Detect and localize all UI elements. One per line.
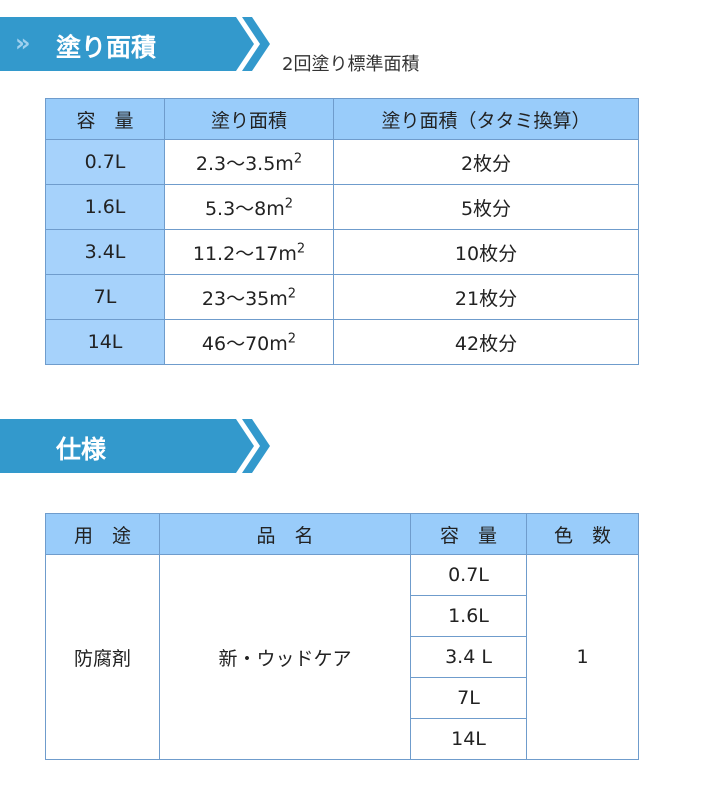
table-row: 3.4 L [46,636,639,678]
header-capacity: 容 量 [410,513,527,555]
header-area: 塗り面積 [164,98,334,140]
table-row: 3.4L 11.2～17m2 10枚分 [45,229,639,275]
capacity-cell: 3.4 L [410,636,527,678]
section-title: 塗り面積 [56,33,157,62]
table-row: 防腐剤 新・ウッドケア 0.7L 1 [45,554,639,760]
capacity-cell: 3.4L [45,229,165,275]
header-use: 用 途 [45,513,160,555]
header-colors: 色 数 [526,513,639,555]
spec-table: 用 途 品 名 容 量 色 数 防腐剤 新・ウッドケア 0.7L 1 1.6L … [45,513,639,760]
table-header-row: 容 量 塗り面積 塗り面積（タタミ換算） [45,98,639,140]
area-cell: 46～70m2 [164,319,334,365]
section-banner-spec: 仕様 [0,419,270,473]
tatami-cell: 2枚分 [333,139,639,185]
double-chevron-icon: » [15,29,31,57]
area-cell: 23～35m2 [164,274,334,320]
area-cell: 11.2～17m2 [164,229,334,275]
capacity-cell: 1.6L [410,595,527,637]
table-row: 14L 46～70m2 42枚分 [45,319,639,365]
coverage-table: 容 量 塗り面積 塗り面積（タタミ換算） 0.7L 2.3～3.5m2 2枚分 1.6… [45,98,639,365]
area-cell: 5.3～8m2 [164,184,334,230]
area-cell: 2.3～3.5m2 [164,139,334,185]
capacity-cell: 14L [410,718,527,760]
unit-superscript: 2 [284,196,294,212]
table-row: 14L [46,718,639,760]
table-row: 7L 23～35m2 21枚分 [45,274,639,320]
product-cell: 新・ウッドケア [159,554,411,760]
header-capacity: 容 量 [45,98,165,140]
colors-cell: 1 [526,554,639,760]
table-row: 0.7L 2.3～3.5m2 2枚分 [45,139,639,185]
area-value: 2.3～3.5m [195,152,294,175]
capacity-cell: 0.7L [45,139,165,185]
header-product: 品 名 [159,513,411,555]
tatami-cell: 21枚分 [333,274,639,320]
use-cell: 防腐剤 [45,554,160,760]
area-value: 46～70m [201,332,288,355]
tatami-cell: 42枚分 [333,319,639,365]
area-value: 11.2～17m [192,242,297,265]
area-value: 23～35m [201,287,288,310]
unit-superscript: 2 [287,286,297,302]
section-subtitle: 2回塗り標準面積 [282,54,420,75]
capacity-cell: 7L [45,274,165,320]
capacity-cell: 1.6L [45,184,165,230]
table-row: 1.6L 5.3～8m2 5枚分 [45,184,639,230]
section-title: 仕様 [56,435,107,464]
table-header-row: 用 途 品 名 容 量 色 数 [45,513,639,555]
header-tatami: 塗り面積（タタミ換算） [333,98,639,140]
unit-superscript: 2 [296,241,306,257]
area-value: 5.3～8m [204,197,285,220]
tatami-cell: 10枚分 [333,229,639,275]
capacity-cell: 14L [45,319,165,365]
section-banner-coverage: » 塗り面積 [0,17,270,71]
unit-superscript: 2 [293,151,303,167]
unit-superscript: 2 [287,331,297,347]
capacity-cell: 7L [410,677,527,719]
tatami-cell: 5枚分 [333,184,639,230]
capacity-cell: 0.7L [410,554,527,596]
